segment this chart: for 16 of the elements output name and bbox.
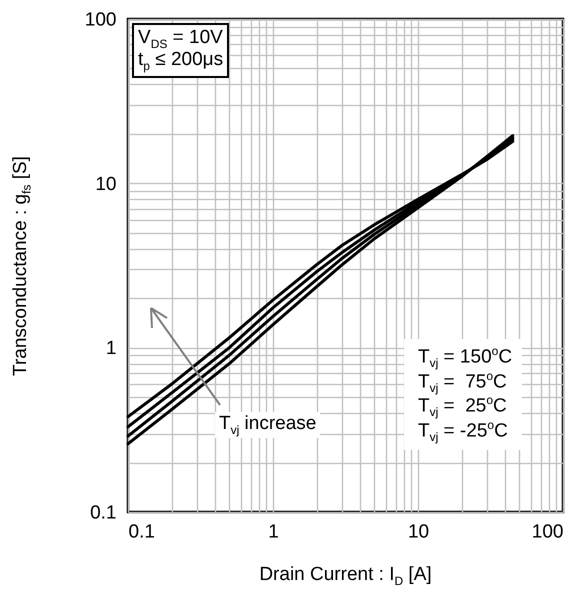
y-tick-label: 10	[95, 174, 116, 195]
annotation: T$_{vj}$ = 75$^{o}$C	[418, 368, 507, 395]
x-tick-label: 1	[268, 522, 279, 542]
x-tick-label: 0.1	[128, 522, 155, 542]
annotation: T$_{vj}$ increase	[215, 412, 320, 438]
y-tick-label: 100	[84, 10, 116, 30]
annotation: T$_{vj}$ = -25$^{o}$C	[418, 418, 508, 444]
y-tick-label: 1	[106, 338, 116, 360]
annotation: t$_{p}$ ≤ 200μs	[138, 49, 224, 74]
y-tick-label: 0.1	[90, 502, 116, 524]
annotation: T$_{vj}$ = 150$^{o}$C	[418, 344, 512, 370]
annotation: V$_{DS}$ = 10V	[138, 27, 223, 51]
x-tick-label: 10	[408, 522, 430, 542]
annotation: T$_{vj}$ = 25$^{o}$C	[418, 393, 507, 420]
x-axis-title: Drain Current : I$_{D}$ [A]	[259, 564, 432, 588]
x-tick-label: 100	[532, 522, 564, 542]
